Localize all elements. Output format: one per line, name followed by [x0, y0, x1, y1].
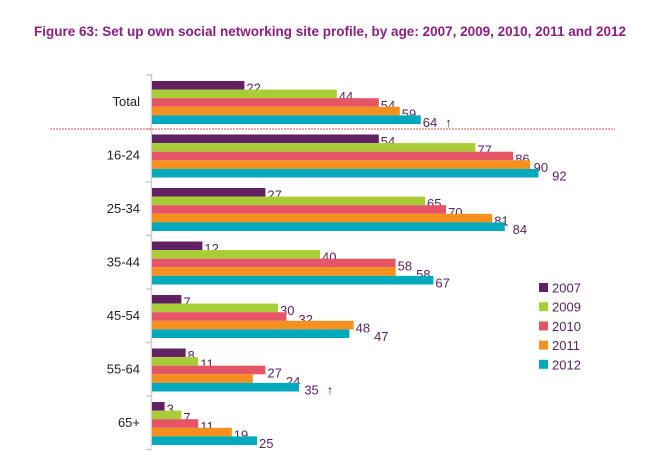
bar-2007 [152, 295, 182, 304]
data-label: 64 [423, 115, 437, 130]
bar-2010 [152, 151, 514, 161]
bar-2007 [152, 134, 379, 144]
legend-swatch-2012 [539, 359, 548, 369]
bar-2007 [152, 81, 245, 90]
bar-2010 [152, 258, 396, 268]
legend-label: 2011 [552, 338, 580, 353]
data-label: 48 [356, 320, 370, 335]
category-label: 65+ [118, 415, 140, 430]
bar-2010 [152, 98, 379, 107]
category-label: 45-54 [107, 308, 140, 323]
bar-2007 [152, 402, 165, 411]
bar-2012 [152, 115, 421, 124]
bar-2009 [152, 89, 337, 99]
bar-2012 [152, 436, 257, 445]
bar-2010 [152, 365, 266, 375]
chart-title: Figure 63: Set up own social networking … [34, 24, 626, 39]
legend-label: 2012 [552, 357, 581, 372]
bar-2009 [152, 143, 476, 152]
category-label: 25-34 [107, 201, 140, 216]
category-label: 55-64 [107, 362, 140, 377]
data-label: 67 [435, 276, 449, 291]
data-label: 3 [167, 402, 174, 417]
up-arrow-icon: ↑ [327, 383, 334, 398]
legend-swatch-2010 [539, 321, 548, 331]
bar-2011 [152, 320, 354, 330]
bar-2010 [152, 419, 199, 428]
bar-2012 [152, 222, 505, 231]
data-label: 27 [267, 365, 281, 380]
legend-label: 2009 [552, 300, 581, 315]
category-label: 35-44 [107, 255, 140, 270]
bar-2012 [152, 329, 350, 338]
data-label: 8 [188, 348, 195, 363]
bar-2012 [152, 275, 434, 285]
bar-2009 [152, 250, 320, 259]
category-label: 16-24 [107, 148, 140, 163]
up-arrow-icon: ↑ [445, 115, 452, 130]
bar-2010 [152, 205, 446, 214]
bar-2009 [152, 303, 278, 313]
legend-label: 2007 [552, 281, 581, 296]
bar-2011 [152, 213, 493, 223]
bar-2012 [152, 382, 299, 392]
legend-swatch-2011 [539, 340, 548, 350]
data-label: 84 [513, 222, 527, 237]
legend-swatch-2009 [539, 302, 548, 312]
bar-2007 [152, 188, 266, 197]
bar-2012 [152, 168, 539, 178]
data-label: 7 [183, 410, 190, 425]
data-label: 47 [374, 329, 388, 344]
bar-2007 [152, 241, 203, 251]
bar-2007 [152, 348, 186, 358]
data-label: 92 [552, 169, 566, 184]
data-label: 7 [183, 295, 190, 310]
legend-label: 2010 [552, 319, 581, 334]
bar-2009 [152, 357, 199, 366]
category-label: Total [113, 94, 141, 109]
bar-2011 [152, 267, 396, 276]
data-label: 25 [259, 436, 273, 451]
bar-2011 [152, 106, 400, 116]
bar-2011 [152, 160, 530, 169]
legend-swatch-2007 [539, 283, 548, 292]
data-label: 58 [398, 258, 412, 273]
bar-2009 [152, 410, 182, 420]
bar-2009 [152, 196, 425, 206]
bar-2011 [152, 427, 232, 437]
data-label: 35 [304, 383, 318, 398]
bar-2011 [152, 374, 253, 383]
bar-2010 [152, 312, 287, 321]
